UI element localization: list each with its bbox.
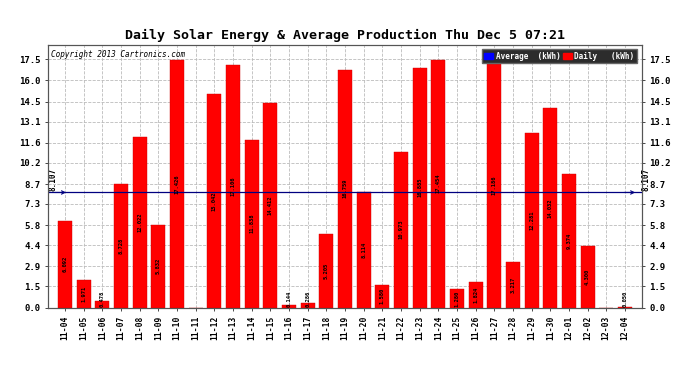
Text: 17.454: 17.454: [436, 174, 441, 194]
Bar: [562, 174, 576, 308]
Text: 5.205: 5.205: [324, 262, 329, 279]
Title: Daily Solar Energy & Average Production Thu Dec 5 07:21: Daily Solar Energy & Average Production …: [125, 29, 565, 42]
Text: 1.971: 1.971: [81, 285, 86, 302]
Bar: [114, 184, 128, 308]
Bar: [301, 303, 315, 307]
Text: 15.042: 15.042: [212, 191, 217, 210]
Text: 1.824: 1.824: [473, 286, 478, 303]
Bar: [413, 68, 426, 308]
Bar: [170, 60, 184, 308]
Text: 17.106: 17.106: [230, 176, 235, 196]
Bar: [543, 108, 558, 307]
Text: 1.580: 1.580: [380, 288, 385, 304]
Text: 4.300: 4.300: [585, 269, 590, 285]
Text: 8.107: 8.107: [48, 168, 57, 191]
Bar: [357, 192, 371, 308]
Bar: [469, 282, 482, 308]
Text: 11.838: 11.838: [249, 214, 254, 233]
Text: 17.186: 17.186: [492, 176, 497, 195]
Bar: [431, 60, 445, 308]
Text: 5.832: 5.832: [156, 258, 161, 274]
Text: 8.114: 8.114: [361, 242, 366, 258]
Bar: [77, 279, 91, 308]
Text: 8.728: 8.728: [119, 237, 124, 254]
Bar: [524, 133, 539, 308]
Legend: Average  (kWh), Daily   (kWh): Average (kWh), Daily (kWh): [482, 50, 637, 63]
Bar: [264, 103, 277, 308]
Text: 10.973: 10.973: [399, 220, 404, 239]
Bar: [338, 70, 352, 308]
Text: 17.426: 17.426: [175, 174, 179, 194]
Text: 1.280: 1.280: [455, 290, 460, 306]
Bar: [618, 307, 632, 308]
Text: 14.412: 14.412: [268, 195, 273, 215]
Text: 0.144: 0.144: [286, 291, 291, 307]
Bar: [580, 246, 595, 308]
Bar: [58, 221, 72, 308]
Bar: [208, 94, 221, 308]
Bar: [394, 152, 408, 308]
Text: 3.217: 3.217: [511, 276, 515, 293]
Text: 0.478: 0.478: [100, 291, 105, 307]
Text: 14.032: 14.032: [548, 198, 553, 218]
Text: 0.050: 0.050: [622, 291, 627, 307]
Bar: [487, 64, 501, 308]
Bar: [319, 234, 333, 308]
Bar: [95, 301, 110, 307]
Text: 16.759: 16.759: [342, 179, 348, 198]
Bar: [450, 290, 464, 308]
Text: 8.107: 8.107: [642, 168, 651, 191]
Bar: [245, 140, 259, 308]
Bar: [282, 306, 296, 308]
Text: Copyright 2013 Cartronics.com: Copyright 2013 Cartronics.com: [51, 50, 186, 59]
Text: 0.286: 0.286: [305, 291, 310, 307]
Text: 9.374: 9.374: [566, 233, 571, 249]
Bar: [151, 225, 166, 308]
Text: 12.281: 12.281: [529, 211, 534, 230]
Bar: [132, 137, 147, 308]
Bar: [226, 65, 240, 308]
Text: 16.885: 16.885: [417, 178, 422, 198]
Text: 6.092: 6.092: [63, 256, 68, 272]
Bar: [506, 262, 520, 308]
Text: 12.022: 12.022: [137, 213, 142, 232]
Bar: [375, 285, 389, 308]
